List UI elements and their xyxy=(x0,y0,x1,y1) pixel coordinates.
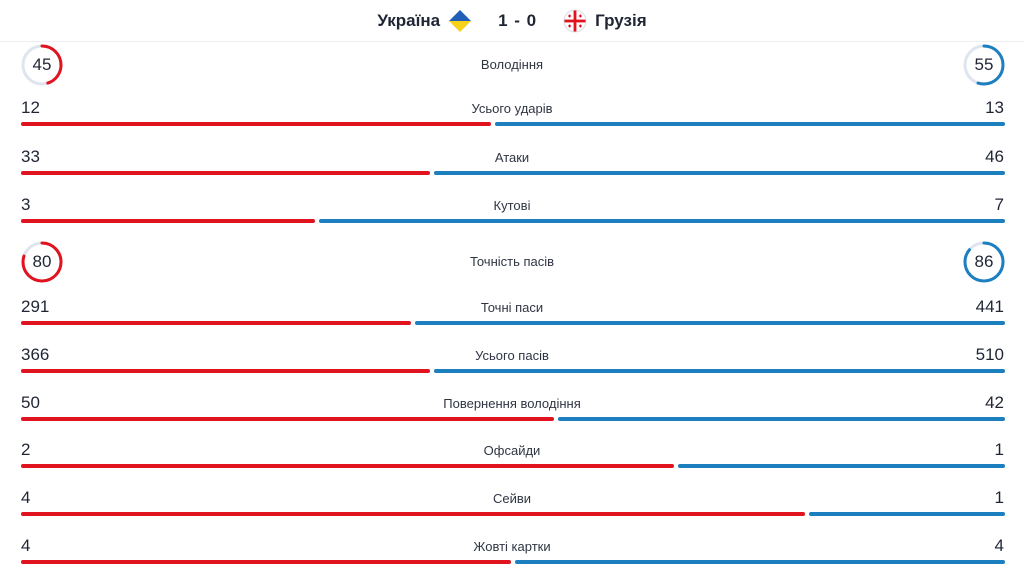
stat-row-bar: 291 Точні паси 441 xyxy=(0,297,1024,337)
stat-row-circle: 80 Точність пасів 86 xyxy=(0,240,1024,286)
stat-row-bar: 33 Атаки 46 xyxy=(0,147,1024,187)
home-stat-bar xyxy=(21,464,674,468)
away-stat-value: 55 xyxy=(974,55,994,74)
stat-comparison-bar xyxy=(21,171,1005,175)
home-stat-bar xyxy=(21,122,491,126)
away-stat-bar xyxy=(415,321,1005,325)
match-header: Україна 1 - 0 Грузія xyxy=(0,0,1024,42)
home-stat-value: 4 xyxy=(21,488,31,507)
stat-row-bar: 4 Жовті картки 4 xyxy=(0,536,1024,576)
away-stat-value: 1 xyxy=(994,440,1004,459)
home-stat-value: 4 xyxy=(21,536,31,555)
stat-row-bar: 3 Кутові 7 xyxy=(0,195,1024,235)
away-stat-bar xyxy=(495,122,1005,126)
stat-row-bar: 12 Усього ударів 13 xyxy=(0,98,1024,138)
away-stat-value: 1 xyxy=(994,488,1004,507)
stat-comparison-bar xyxy=(21,122,1005,126)
georgia-flag-icon xyxy=(563,9,587,33)
stat-label: Офсайди xyxy=(483,443,541,458)
home-team-name: Україна xyxy=(377,10,441,30)
home-stat-value: 366 xyxy=(21,345,50,364)
stat-comparison-bar xyxy=(21,560,1005,564)
away-stat-value: 42 xyxy=(985,393,1004,412)
away-stat-bar xyxy=(434,171,1005,175)
stat-row-bar: 366 Усього пасів 510 xyxy=(0,345,1024,385)
stat-comparison-bar xyxy=(21,321,1005,325)
stat-label: Точні паси xyxy=(480,300,544,315)
stat-label: Жовті картки xyxy=(473,539,551,554)
home-stat-value: 3 xyxy=(21,195,31,214)
home-stat-bar xyxy=(21,369,430,373)
away-stat-ring: 55 xyxy=(962,43,1006,87)
home-stat-bar xyxy=(21,321,411,325)
away-team-name: Грузія xyxy=(595,10,647,30)
away-stat-bar xyxy=(809,512,1005,516)
match-score: 1 - 0 xyxy=(498,10,538,30)
home-stat-bar xyxy=(21,417,554,421)
stat-label: Сейви xyxy=(492,491,532,506)
away-stat-bar xyxy=(434,369,1005,373)
home-stat-value: 12 xyxy=(21,98,40,117)
stat-label: Точність пасів xyxy=(469,254,555,269)
stat-label: Усього ударів xyxy=(471,101,553,116)
home-stat-value: 45 xyxy=(32,55,52,74)
away-stat-bar xyxy=(678,464,1005,468)
away-stat-value: 46 xyxy=(985,147,1004,166)
home-stat-value: 291 xyxy=(21,297,50,316)
home-stat-ring: 80 xyxy=(20,240,64,284)
away-stat-value: 13 xyxy=(985,98,1004,117)
away-stat-value: 7 xyxy=(994,195,1004,214)
away-stat-bar xyxy=(558,417,1005,421)
home-stat-ring: 45 xyxy=(20,43,64,87)
home-stat-value: 80 xyxy=(32,252,52,271)
stat-label: Володіння xyxy=(480,57,544,72)
stat-comparison-bar xyxy=(21,369,1005,373)
home-stat-bar xyxy=(21,171,430,175)
stat-comparison-bar xyxy=(21,417,1005,421)
stat-row-bar: 50 Повернення володіння 42 xyxy=(0,393,1024,433)
away-stat-ring: 86 xyxy=(962,240,1006,284)
stat-label: Кутові xyxy=(493,198,531,213)
away-stat-bar xyxy=(319,219,1005,223)
home-stat-bar xyxy=(21,219,315,223)
home-stat-value: 2 xyxy=(21,440,31,459)
stat-comparison-bar xyxy=(21,464,1005,468)
stat-comparison-bar xyxy=(21,219,1005,223)
stat-label: Повернення володіння xyxy=(443,396,581,411)
away-stat-value: 510 xyxy=(975,345,1004,364)
away-stat-bar xyxy=(515,560,1005,564)
stat-label: Атаки xyxy=(494,150,530,165)
home-stat-value: 50 xyxy=(21,393,40,412)
stat-row-circle: 45 Володіння 55 xyxy=(0,43,1024,89)
away-stat-value: 4 xyxy=(994,536,1004,555)
away-stat-value: 86 xyxy=(974,252,994,271)
home-stat-bar xyxy=(21,512,805,516)
stat-label: Усього пасів xyxy=(475,348,549,363)
ukraine-flag-icon xyxy=(448,9,472,33)
stat-row-bar: 2 Офсайди 1 xyxy=(0,440,1024,480)
home-stat-value: 33 xyxy=(21,147,40,166)
stat-row-bar: 4 Сейви 1 xyxy=(0,488,1024,528)
home-stat-bar xyxy=(21,560,511,564)
away-stat-value: 441 xyxy=(975,297,1004,316)
stat-comparison-bar xyxy=(21,512,1005,516)
